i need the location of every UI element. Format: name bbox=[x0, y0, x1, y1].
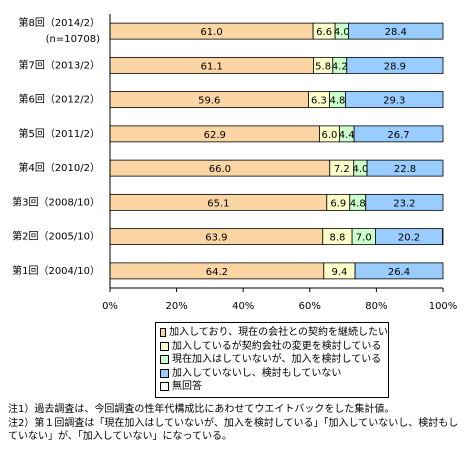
legend-item: 加入しているが契約会社の変更を検討している bbox=[160, 340, 388, 354]
bar-segment bbox=[345, 91, 444, 109]
legend-swatch bbox=[160, 328, 167, 338]
notes: 注1）過去調査は、今回調査の性年代構成比にあわせてウエイトバックをした集計値。注… bbox=[8, 403, 463, 444]
value-label: 26.7 bbox=[387, 130, 409, 141]
value-label: 4.2 bbox=[332, 61, 348, 72]
value-label: 22.8 bbox=[394, 164, 416, 175]
value-label: 6.0 bbox=[321, 130, 337, 141]
value-label: 4.0 bbox=[334, 27, 350, 38]
x-tick-label: 20% bbox=[165, 301, 187, 312]
value-label: 7.0 bbox=[356, 233, 372, 244]
value-label: 4.8 bbox=[329, 96, 345, 107]
value-label: 62.9 bbox=[204, 130, 226, 141]
value-label: 23.2 bbox=[393, 198, 415, 209]
value-label: 28.4 bbox=[385, 27, 407, 38]
legend-item: 加入しており、現在の会社との契約を継続したい bbox=[160, 326, 388, 340]
category-label: 第7回（2013/2） bbox=[18, 58, 100, 71]
category-label: 第1回（2004/10） bbox=[12, 264, 100, 277]
legend-label: 無回答 bbox=[172, 381, 202, 392]
category-label: 第3回（2008/10） bbox=[12, 195, 100, 208]
legend-swatch bbox=[160, 368, 169, 378]
legend-swatch bbox=[160, 341, 169, 351]
category-label: 第6回（2012/2） bbox=[18, 93, 100, 106]
category-label: 第2回（2005/10） bbox=[12, 230, 100, 243]
value-label: 6.3 bbox=[311, 96, 327, 107]
legend-swatch bbox=[160, 382, 169, 392]
legend-item: 無回答 bbox=[160, 380, 388, 394]
value-label: 20.2 bbox=[398, 233, 420, 244]
legend-swatch bbox=[160, 355, 169, 365]
value-label: 9.4 bbox=[331, 267, 347, 278]
bar-segment bbox=[354, 262, 444, 280]
legend-item: 加入していないし、検討もしていない bbox=[160, 367, 388, 381]
chart: 第8回（2014/2）(n=10708)61.0 6.6 4.0 28.4第7回（20… bbox=[12, 14, 458, 312]
value-label: 8.8 bbox=[329, 233, 345, 244]
value-label: 66.0 bbox=[209, 164, 231, 175]
sample-note: (n=10708) bbox=[46, 34, 100, 45]
value-label: 7.2 bbox=[334, 164, 350, 175]
value-label: 6.6 bbox=[316, 27, 332, 38]
value-label: 61.1 bbox=[201, 61, 223, 72]
bar-segment bbox=[365, 193, 444, 211]
legend-label: 加入していないし、検討もしていない bbox=[172, 367, 342, 379]
value-label: 28.9 bbox=[384, 61, 406, 72]
category-label: 第4回（2010/2） bbox=[18, 161, 100, 174]
value-label: 4.0 bbox=[352, 164, 368, 175]
x-tick-label: 100% bbox=[429, 301, 458, 312]
value-label: 4.8 bbox=[350, 198, 366, 209]
x-tick-label: 40% bbox=[232, 301, 254, 312]
x-tick-label: 0% bbox=[102, 301, 118, 312]
value-label: 63.9 bbox=[205, 233, 227, 244]
value-label: 64.2 bbox=[206, 267, 228, 278]
legend-item: 現在加入はしていないが、加入を検討している bbox=[160, 353, 388, 367]
value-label: 5.8 bbox=[315, 61, 331, 72]
value-label: 65.1 bbox=[207, 198, 229, 209]
value-label: 26.4 bbox=[388, 267, 410, 278]
legend-label: 現在加入はしていないが、加入を検討している bbox=[172, 354, 382, 365]
value-label: 4.4 bbox=[339, 130, 355, 141]
x-tick-label: 80% bbox=[365, 301, 387, 312]
category-label: 第5回（2011/2） bbox=[18, 127, 100, 140]
value-label: 29.3 bbox=[383, 96, 405, 107]
note: 注1）過去調査は、今回調査の性年代構成比にあわせてウエイトバックをした集計値。 bbox=[8, 404, 395, 415]
value-label: 61.0 bbox=[200, 27, 222, 38]
category-label: 第8回（2014/2） bbox=[18, 16, 100, 29]
legend-label: 加入しており、現在の会社との契約を継続したい bbox=[169, 327, 388, 338]
legend-label: 加入しているが契約会社の変更を検討している bbox=[172, 340, 382, 352]
bar-segment bbox=[348, 22, 444, 40]
bar-segment bbox=[346, 56, 444, 74]
legend: 加入しており、現在の会社との契約を継続したい 加入しているが契約会社の変更を検討し… bbox=[155, 322, 389, 398]
value-label: 6.9 bbox=[330, 198, 346, 209]
note: 注2）第１回調査は「現在加入はしていないが、加入を検討している」「加入していない… bbox=[8, 417, 459, 443]
bar-segment bbox=[353, 125, 444, 143]
value-label: 59.6 bbox=[198, 96, 220, 107]
bar-segment bbox=[366, 159, 444, 177]
x-tick-label: 60% bbox=[299, 301, 321, 312]
